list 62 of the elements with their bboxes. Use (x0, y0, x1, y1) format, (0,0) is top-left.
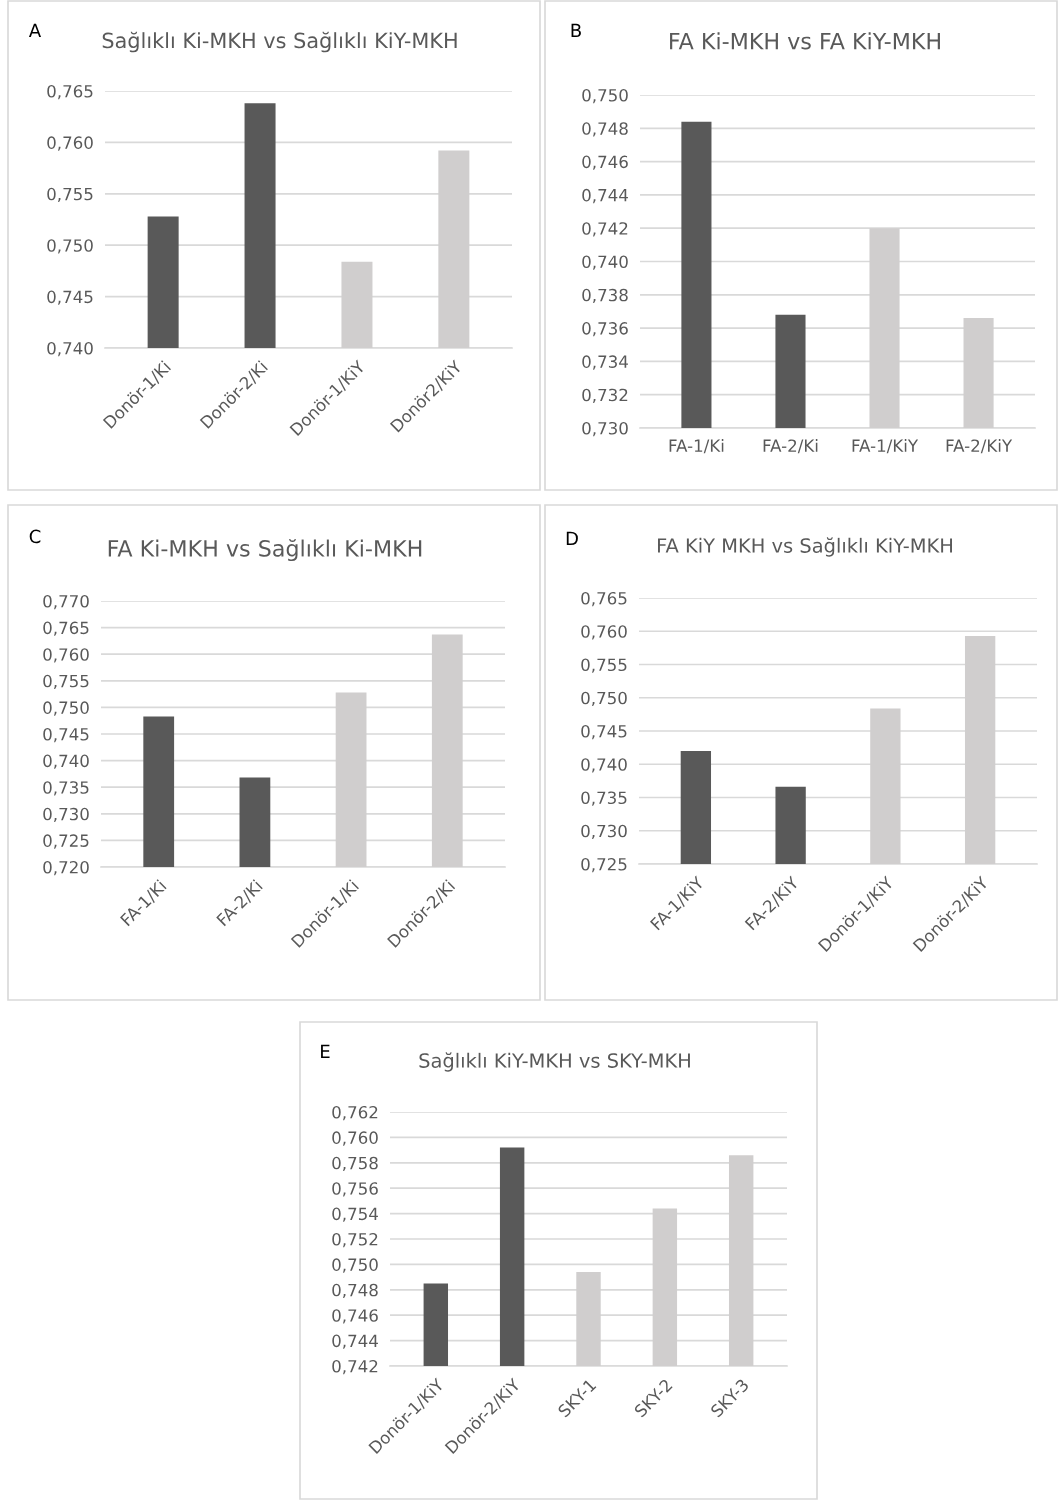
y-tick-label: 0,730 (581, 824, 627, 840)
y-tick-label: 0,760 (332, 1131, 378, 1146)
y-tick-label: 0,746 (332, 1309, 378, 1324)
y-tick-label: 0,734 (582, 355, 628, 370)
y-tick-label: 0,745 (43, 727, 89, 743)
y-tick-label: 0,738 (582, 288, 628, 304)
x-tick-label: FA-1/Ki (669, 439, 724, 454)
y-tick-label: 0,765 (581, 591, 627, 607)
y-tick-label: 0,740 (47, 341, 93, 357)
y-tick-label: 0,720 (43, 860, 89, 876)
y-tick-label: 0,735 (581, 791, 627, 806)
y-tick-label: 0,756 (332, 1182, 378, 1197)
y-tick-label: 0,732 (582, 388, 628, 403)
text: A (28, 23, 42, 37)
y-tick-label: 0,755 (581, 658, 627, 673)
y-tick-label: 0,740 (582, 255, 628, 270)
y-tick-label: 0,760 (581, 625, 627, 640)
x-tick-label: FA-1/KiY (852, 439, 919, 454)
x-tick-label: FA-2/Ki (763, 439, 818, 454)
y-tick-label: 0,736 (582, 322, 628, 337)
y-tick-label: 0,745 (47, 290, 93, 305)
text: C (29, 529, 41, 544)
y-tick-label: 0,760 (47, 136, 93, 151)
y-tick-label: 0,755 (47, 187, 93, 203)
y-tick-label: 0,735 (43, 781, 89, 796)
y-tick-label: 0,742 (332, 1359, 378, 1375)
chart-title: Sağlıklı Ki-MKH vs Sağlıklı KiY-MKH (102, 31, 457, 53)
y-tick-label: 0,748 (582, 122, 628, 137)
y-tick-label: 0,765 (47, 84, 93, 100)
chart-title: Sağlıklı KiY-MKH vs SKY-MKH (419, 1052, 690, 1072)
y-tick-label: 0,746 (582, 155, 628, 170)
y-tick-label: 0,740 (581, 758, 627, 773)
y-tick-label: 0,730 (582, 421, 628, 437)
y-tick-label: 0,725 (581, 857, 627, 873)
y-tick-label: 0,762 (332, 1105, 378, 1121)
chart-title: FA Ki-MKH vs Sağlıklı Ki-MKH (108, 538, 422, 562)
chart-title: FA KiY MKH vs Sağlıklı KiY-MKH (658, 537, 952, 557)
y-tick-label: 0,725 (43, 834, 89, 849)
y-tick-label: 0,754 (332, 1207, 378, 1222)
y-tick-label: 0,765 (43, 621, 89, 636)
y-tick-label: 0,744 (332, 1334, 378, 1349)
y-tick-label: 0,744 (582, 188, 628, 204)
x-tick-label: FA-2/KiY (946, 439, 1013, 454)
y-tick-label: 0,755 (43, 674, 89, 690)
y-tick-label: 0,750 (47, 239, 93, 254)
y-tick-label: 0,750 (332, 1258, 378, 1273)
y-tick-label: 0,730 (43, 807, 89, 823)
y-tick-label: 0,745 (581, 724, 627, 740)
y-tick-label: 0,758 (332, 1156, 378, 1172)
y-tick-label: 0,752 (332, 1232, 378, 1248)
y-tick-label: 0,750 (43, 701, 89, 716)
y-tick-label: 0,750 (582, 88, 628, 104)
y-tick-label: 0,740 (43, 754, 89, 769)
text: D (566, 531, 578, 545)
text: E (321, 1044, 330, 1058)
y-tick-label: 0,760 (43, 648, 89, 663)
y-tick-label: 0,742 (582, 222, 628, 237)
text: B (571, 23, 581, 37)
chart-title: FA Ki-MKH vs FA KiY-MKH (670, 32, 940, 50)
y-tick-label: 0,770 (43, 594, 89, 610)
y-tick-label: 0,750 (581, 691, 627, 707)
y-tick-label: 0,748 (332, 1283, 378, 1299)
